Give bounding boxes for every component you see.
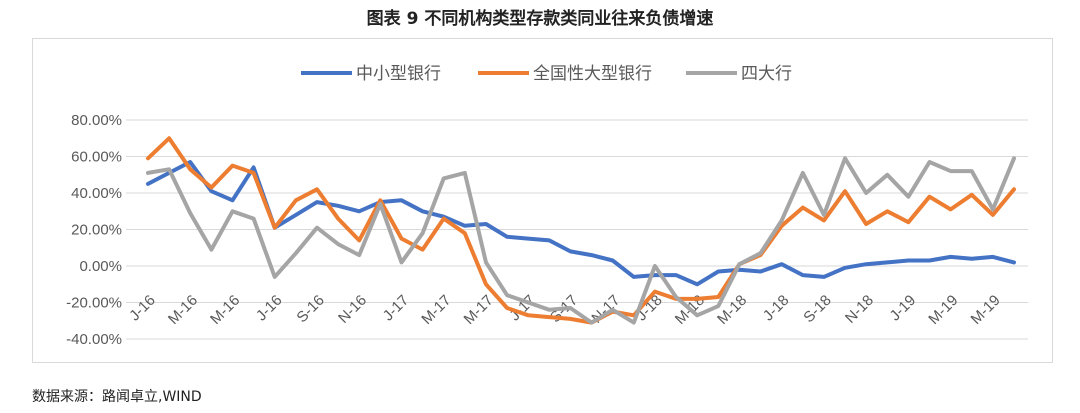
legend-label: 全国性大型银行 [533,64,652,84]
x-tick-label: M-16 [207,292,243,328]
y-tick-label: 20.00% [71,222,122,239]
y-tick-label: 60.00% [71,149,122,166]
x-tick-label: S-16 [293,292,327,326]
y-axis-ticks: -40.00% -20.00% 0.00% 20.00% 40.00% 60.00% 80.… [66,112,122,348]
x-tick-label: J-16 [126,292,159,325]
x-tick-label: J-18 [760,292,793,325]
x-tick-label: S-18 [800,292,834,326]
chart-area: -40.00% -20.00% 0.00% 20.00% 40.00% 60.00% 80.… [32,38,1053,363]
series-line-2 [146,156,1016,325]
x-tick-label: M-19 [968,292,1004,328]
x-tick-label: M-16 [165,292,201,328]
x-tick-label: N-16 [335,292,370,327]
y-tick-label: 40.00% [71,185,122,202]
legend-label: 中小型银行 [356,64,441,84]
line-chart: -40.00% -20.00% 0.00% 20.00% 40.00% 60.00% 80.… [66,64,1028,348]
y-tick-label: -40.00% [66,331,122,348]
x-tick-label: N-18 [842,292,877,327]
source-note: 数据来源：路闻卓立,WIND [32,389,202,405]
y-tick-label: 80.00% [71,112,122,129]
chart-title: 图表 9 不同机构类型存款类同业往来负债增速 [366,9,714,29]
series-line-0 [146,160,1016,287]
series-line-1 [146,136,1016,325]
legend: 中小型银行 全国性大型银行 四大行 [301,64,792,84]
x-tick-label: J-19 [887,292,920,325]
x-tick-label: M-19 [925,292,961,328]
x-tick-label: J-17 [380,292,413,325]
x-tick-label: M-17 [461,292,497,328]
gridlines [126,119,1028,340]
legend-label: 四大行 [741,64,792,84]
series-lines [146,136,1016,325]
y-tick-label: 0.00% [79,258,122,275]
x-tick-label: M-17 [418,292,454,328]
x-tick-label: J-16 [253,292,286,325]
y-tick-label: -20.00% [66,295,122,312]
